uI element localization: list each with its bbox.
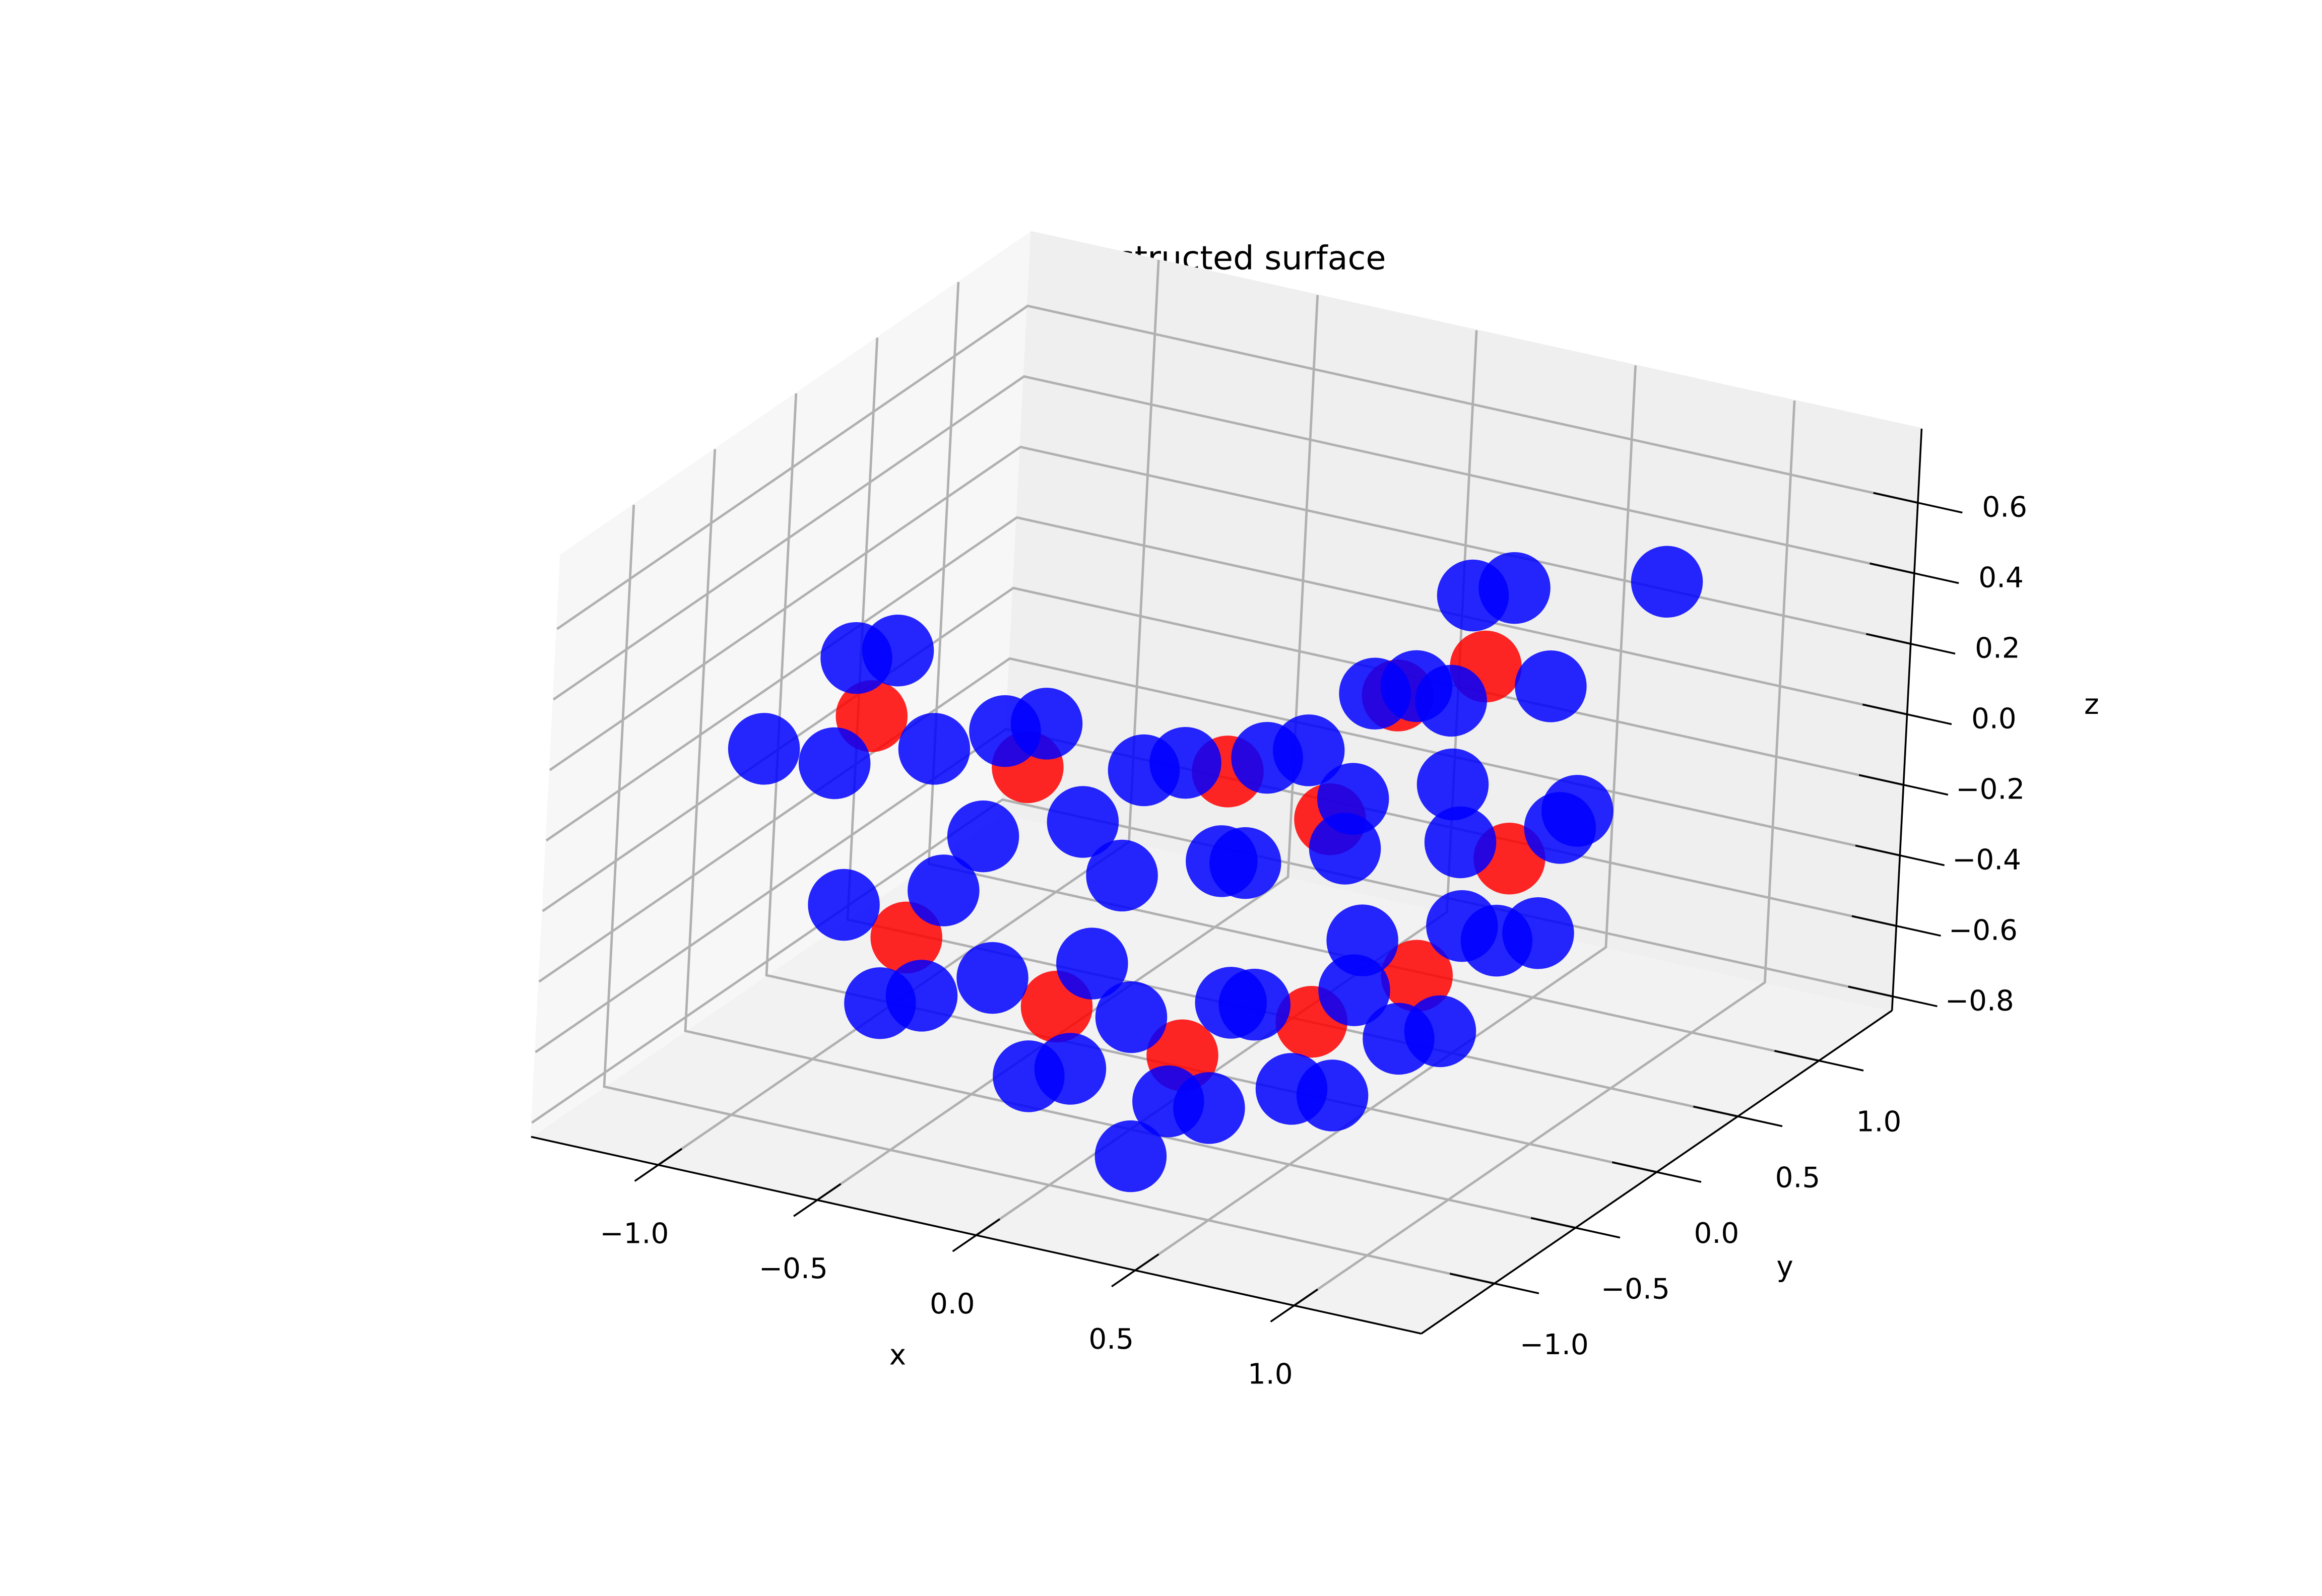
z-tick-label: −0.2 [1956, 773, 2025, 806]
point [1415, 664, 1487, 737]
x-tick-label: 0.0 [930, 1288, 975, 1320]
point [728, 713, 800, 785]
point [1437, 559, 1509, 632]
grid-line [542, 586, 1904, 912]
grid-line [684, 449, 1576, 1229]
point [947, 800, 1019, 873]
grid-line [531, 798, 1893, 1124]
point [1108, 734, 1180, 807]
point [1515, 650, 1587, 722]
point [1047, 786, 1119, 858]
y-tick-label: −0.5 [1601, 1273, 1670, 1305]
point [1339, 657, 1411, 729]
point [808, 869, 880, 941]
y-axis-line [1421, 1010, 1893, 1335]
point [1502, 897, 1574, 969]
point [798, 727, 871, 800]
z-tick-label: −0.4 [1952, 843, 2021, 876]
grid-line [1293, 400, 1796, 1307]
point [1218, 968, 1291, 1041]
grid-line [552, 375, 1915, 701]
point [820, 622, 892, 694]
z-tick-label: 0.2 [1975, 632, 2020, 664]
grid-line [816, 295, 1319, 1202]
point [1424, 806, 1497, 879]
grid-line [556, 304, 1918, 630]
point [1209, 827, 1281, 899]
z-tick-label: −0.6 [1949, 914, 2018, 947]
grid-line [545, 516, 1908, 842]
point [898, 713, 971, 785]
point [1296, 1059, 1369, 1132]
z-tick-label: 0.4 [1978, 561, 2024, 594]
point [1381, 940, 1453, 1012]
point [1317, 763, 1389, 835]
y-tick-label: 0.0 [1694, 1217, 1739, 1250]
y-tick-label: 0.5 [1775, 1161, 1821, 1194]
z-tick-label: −0.8 [1945, 984, 2014, 1017]
y-tick-label: −1.0 [1520, 1328, 1589, 1361]
point [1631, 546, 1703, 618]
point [1416, 748, 1489, 821]
point [1541, 775, 1614, 847]
point [1086, 839, 1158, 912]
x-axis-label: x [889, 1339, 906, 1372]
point [1095, 981, 1168, 1053]
x-tick-label: 0.5 [1088, 1323, 1134, 1356]
point [908, 854, 980, 926]
grid-line [1134, 365, 1637, 1272]
point [969, 695, 1041, 767]
point [1034, 1033, 1107, 1105]
z-tick-label: 0.6 [1982, 491, 2027, 523]
y-tick-label: 1.0 [1856, 1106, 1902, 1139]
x-tick-label: −1.0 [600, 1217, 669, 1250]
point [1094, 1120, 1167, 1192]
point [1056, 927, 1128, 1000]
z-axis-line [1891, 428, 1923, 1011]
grid-line [603, 504, 1495, 1285]
z-axis-label: z [2084, 688, 2099, 721]
point [1231, 721, 1303, 794]
x-tick-label: −0.5 [759, 1252, 828, 1285]
point [885, 960, 958, 1032]
grid-line [549, 445, 1911, 771]
point [1326, 904, 1398, 976]
point [1173, 1072, 1245, 1144]
x-tick-label: 1.0 [1248, 1358, 1293, 1391]
x-axis-line [531, 1136, 1422, 1335]
y-axis-label: y [1776, 1250, 1793, 1283]
point [1404, 995, 1476, 1068]
point [956, 942, 1028, 1014]
z-tick-label: 0.0 [1971, 702, 2017, 735]
